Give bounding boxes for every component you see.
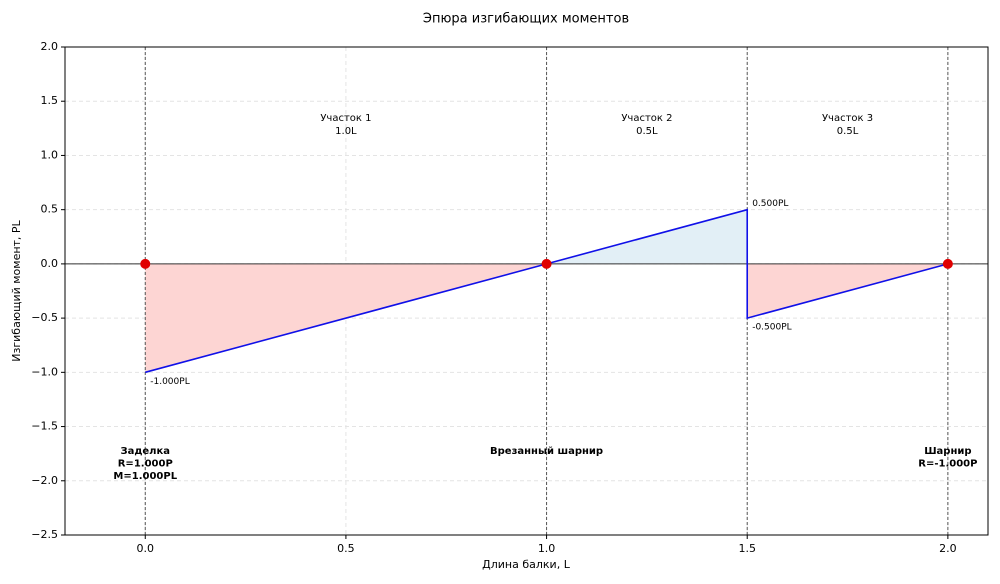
- y-tick-label: −0.5: [31, 311, 58, 324]
- section-name: Участок 3: [822, 113, 873, 124]
- support-point: [140, 258, 151, 269]
- y-tick-label: −2.5: [31, 528, 58, 541]
- section-name: Участок 1: [320, 113, 371, 124]
- y-tick-label: 1.5: [41, 94, 59, 107]
- chart-title: Эпюра изгибающих моментов: [423, 12, 629, 27]
- x-tick-label: 1.0: [538, 542, 556, 555]
- x-tick-label: 0.5: [337, 542, 355, 555]
- support-label: R=-1.000P: [918, 459, 977, 470]
- support-label: Врезанный шарнир: [490, 446, 603, 457]
- support-label: Шарнир: [924, 446, 971, 457]
- support-label: Заделка: [120, 446, 170, 457]
- y-tick-label: 0.5: [41, 203, 59, 216]
- section-length: 0.5L: [837, 126, 859, 137]
- section-name: Участок 2: [621, 113, 672, 124]
- moment-line: [145, 208, 949, 374]
- y-tick-label: −2.0: [31, 474, 58, 487]
- section-length: 0.5L: [636, 126, 658, 137]
- support-label: M=1.000PL: [113, 471, 177, 482]
- x-tick-label: 1.5: [738, 542, 756, 555]
- y-tick-label: −1.0: [31, 365, 58, 378]
- y-tick-label: −1.5: [31, 420, 58, 433]
- y-axis-label: Изгибающий момент, PL: [10, 219, 23, 361]
- x-tick-label: 2.0: [939, 542, 957, 555]
- value-label: -0.500PL: [752, 323, 791, 333]
- plot-frame: [64, 46, 989, 536]
- y-tick-label: 1.0: [41, 148, 59, 161]
- support-point: [541, 258, 552, 269]
- x-tick-label: 0.0: [137, 542, 155, 555]
- section-length: 1.0L: [335, 126, 357, 137]
- y-tick-label: 0.0: [41, 257, 59, 270]
- x-axis-label: Длина балки, L: [482, 558, 571, 571]
- support-label: R=1.000P: [118, 459, 173, 470]
- value-label: 0.500PL: [752, 199, 788, 209]
- support-point: [942, 258, 953, 269]
- y-tick-label: 2.0: [41, 40, 59, 53]
- value-label: -1.000PL: [150, 377, 189, 387]
